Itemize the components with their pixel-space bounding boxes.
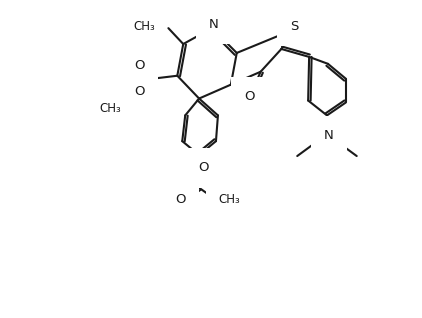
Text: N: N bbox=[209, 18, 219, 31]
Text: S: S bbox=[290, 20, 298, 33]
Text: CH₃: CH₃ bbox=[99, 102, 121, 115]
Text: O: O bbox=[134, 85, 145, 98]
Text: N: N bbox=[324, 129, 334, 142]
Text: CH₃: CH₃ bbox=[218, 193, 240, 206]
Text: O: O bbox=[175, 193, 186, 206]
Text: CH₃: CH₃ bbox=[134, 20, 155, 33]
Text: O: O bbox=[134, 59, 145, 72]
Text: O: O bbox=[198, 162, 208, 174]
Text: O: O bbox=[244, 90, 255, 103]
